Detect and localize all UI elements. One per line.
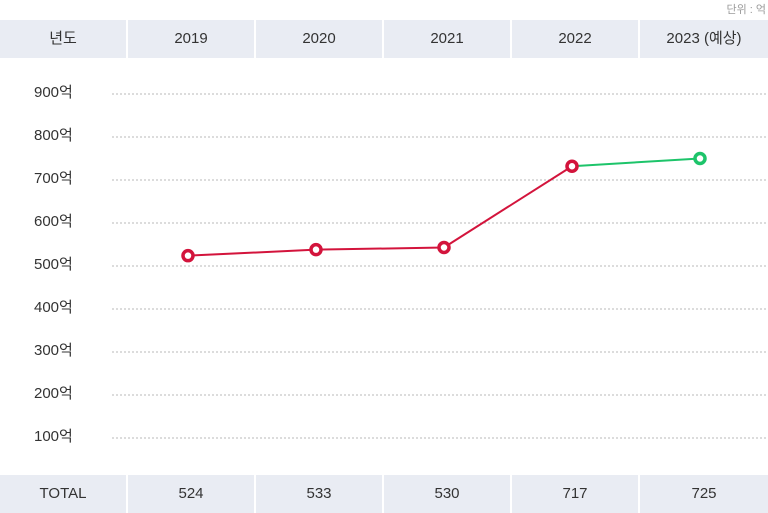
data-point-2019	[181, 248, 195, 263]
year-header-2019: 2019	[128, 20, 256, 58]
line-segment-0	[187, 248, 317, 257]
y-tick-label-800: 800억	[34, 127, 73, 144]
y-tick-label-200: 200억	[34, 385, 73, 402]
year-header-2021: 2021	[384, 20, 512, 58]
y-tick-label-100: 100억	[34, 428, 73, 445]
year-header-row: 년도 2019 2020 2021 2022 2023 (예상)	[0, 20, 768, 58]
total-2023: 725	[640, 475, 768, 513]
y-tick-label-300: 300억	[34, 342, 73, 359]
year-header-2023: 2023 (예상)	[640, 20, 768, 58]
series-points	[181, 151, 707, 263]
data-point-2022	[565, 159, 579, 173]
total-row: TOTAL 524 533 530 717 725	[0, 475, 768, 513]
total-2021: 530	[384, 475, 512, 513]
data-point-2020	[309, 242, 323, 257]
year-header-label: 년도	[0, 20, 128, 58]
total-2019: 524	[128, 475, 256, 513]
forecast-segment-3	[571, 157, 701, 168]
grid-lines	[112, 93, 768, 439]
y-tick-label-400: 400억	[34, 299, 73, 316]
total-2020: 533	[256, 475, 384, 513]
line-chart: 100억 200억 300억 400억 500억 600억 700억 800억 900억	[34, 84, 768, 445]
total-2022: 717	[512, 475, 640, 513]
data-point-2021	[437, 240, 451, 255]
year-header-2022: 2022	[512, 20, 640, 58]
y-axis-labels: 100억 200억 300억 400억 500억 600억 700억 800억 900억	[34, 84, 73, 445]
total-label: TOTAL	[0, 475, 128, 513]
data-point-2023	[693, 151, 707, 166]
y-tick-label-900: 900억	[34, 84, 73, 101]
series-lines	[187, 157, 701, 257]
line-segment-1	[315, 246, 445, 251]
year-header-2020: 2020	[256, 20, 384, 58]
line-segment-2	[443, 165, 573, 249]
y-tick-label-700: 700억	[34, 170, 73, 187]
y-tick-label-600: 600억	[34, 213, 73, 230]
unit-note: 단위 : 억	[726, 4, 766, 16]
y-tick-label-500: 500억	[34, 256, 73, 273]
